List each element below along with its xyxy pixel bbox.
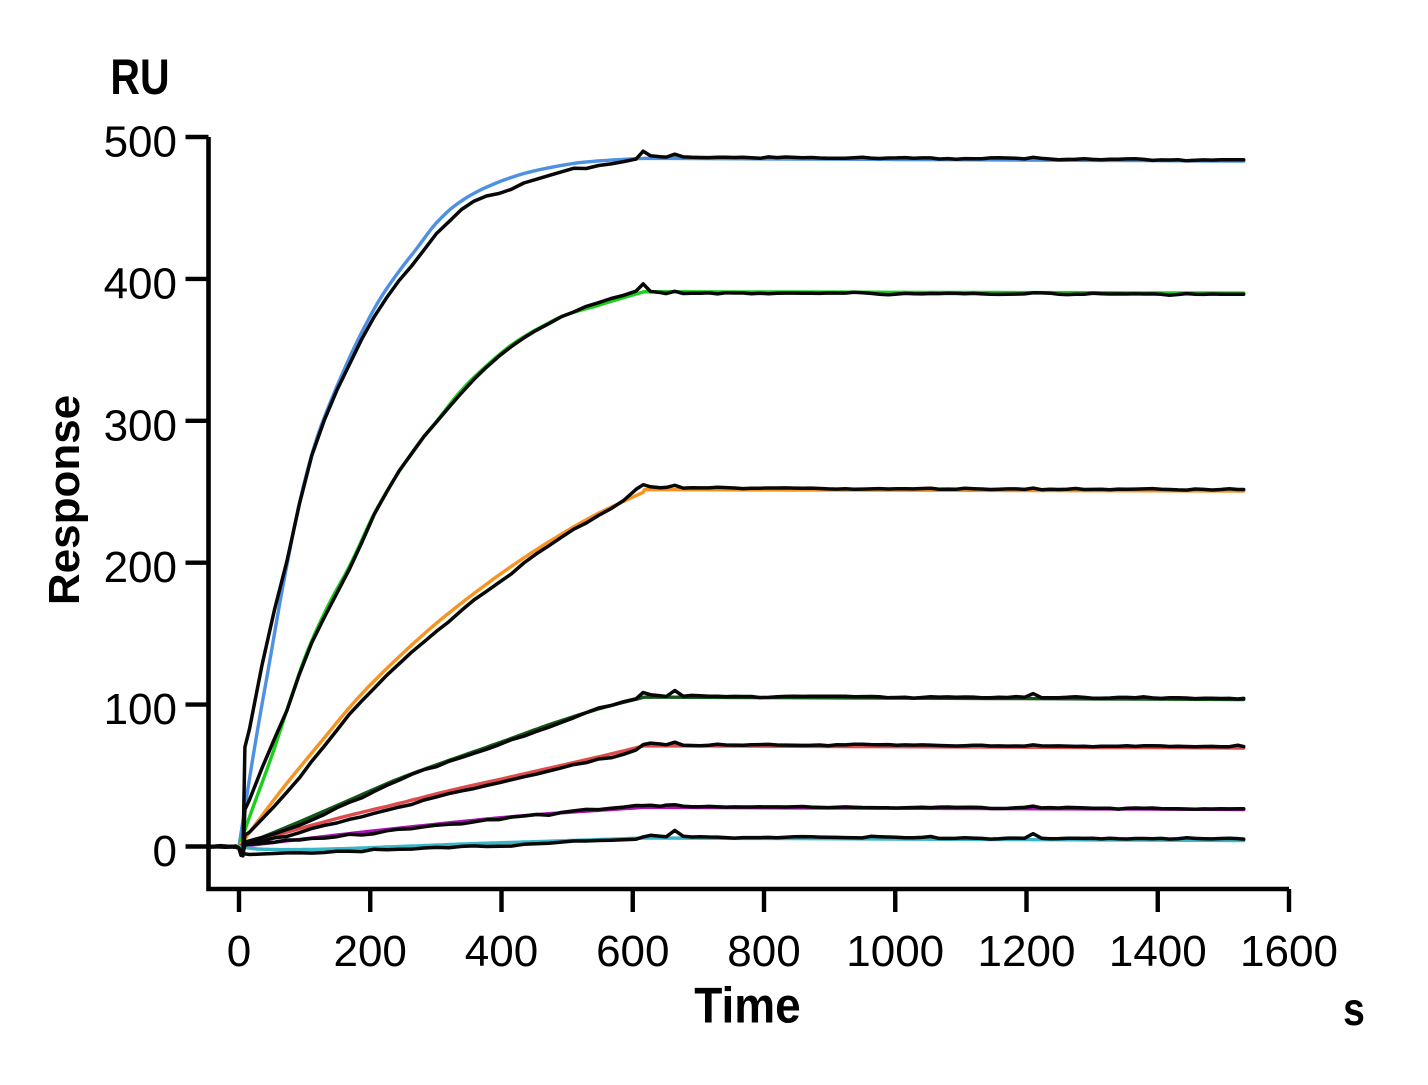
svg-text:800: 800 xyxy=(727,927,800,976)
svg-text:200: 200 xyxy=(104,543,177,592)
svg-text:0: 0 xyxy=(153,827,177,876)
svg-text:1400: 1400 xyxy=(1109,927,1207,976)
svg-text:0: 0 xyxy=(227,927,251,976)
svg-text:Response: Response xyxy=(40,395,89,605)
svg-text:400: 400 xyxy=(104,259,177,308)
svg-text:200: 200 xyxy=(333,927,406,976)
svg-text:100: 100 xyxy=(104,685,177,734)
svg-text:300: 300 xyxy=(104,401,177,450)
svg-text:1600: 1600 xyxy=(1240,927,1338,976)
svg-text:1200: 1200 xyxy=(978,927,1076,976)
svg-text:s: s xyxy=(1343,984,1365,1036)
svg-text:RU: RU xyxy=(110,49,169,105)
svg-text:1000: 1000 xyxy=(846,927,944,976)
svg-text:Time: Time xyxy=(694,979,801,1034)
svg-text:400: 400 xyxy=(465,927,538,976)
svg-text:600: 600 xyxy=(596,927,669,976)
svg-text:500: 500 xyxy=(104,118,177,167)
